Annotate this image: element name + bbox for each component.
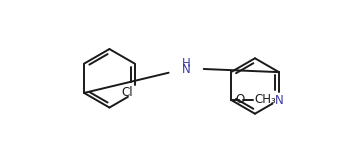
Text: H: H (182, 57, 191, 70)
Text: CH₃: CH₃ (254, 93, 276, 106)
Text: N: N (274, 94, 284, 107)
Text: Cl: Cl (122, 86, 133, 99)
Text: N: N (182, 63, 191, 76)
Text: O: O (236, 93, 245, 106)
